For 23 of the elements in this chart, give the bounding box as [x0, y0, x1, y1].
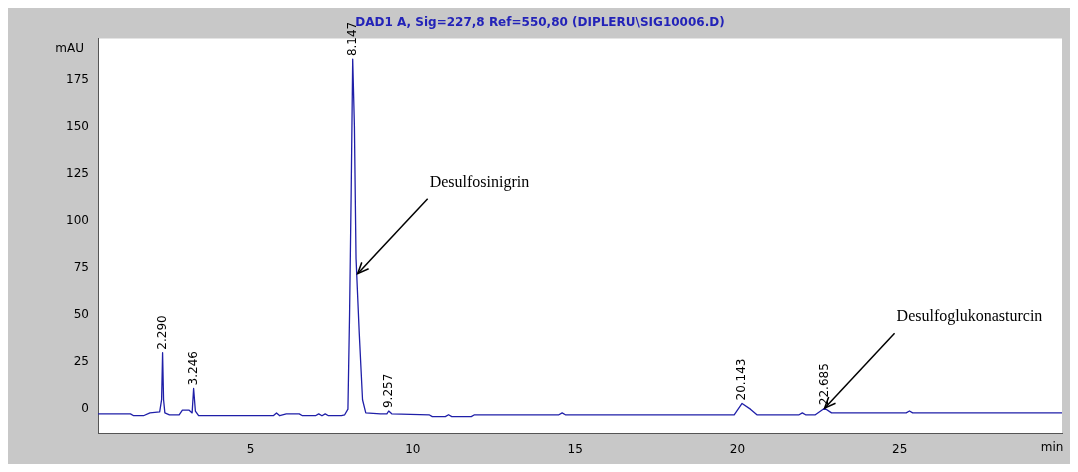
annotation: 20.143	[734, 358, 749, 401]
y-tick-label: 75	[73, 260, 89, 275]
y-tick-label: 0	[81, 401, 89, 416]
y-tick-label: 25	[73, 354, 89, 369]
y-tick-label: 125	[66, 166, 89, 181]
annotation: 22.685	[816, 363, 831, 406]
y-tick-label: 50	[73, 307, 89, 322]
chart-title: DAD1 A, Sig=227,8 Ref=550,80 (DIPLERU\SIG10006.D)	[355, 15, 725, 30]
y-axis-title: mAU	[55, 40, 84, 55]
x-tick-label: 15	[567, 441, 583, 456]
annotation: 9.257	[380, 373, 395, 409]
x-tick-label: 25	[892, 441, 908, 456]
x-axis-title: min	[1040, 439, 1064, 454]
x-tick-label: 5	[246, 441, 255, 456]
annotation: 2.290	[154, 315, 169, 350]
x-tick-label: 20	[729, 441, 746, 456]
y-tick-label: 100	[66, 213, 89, 228]
annotation: Desulfosinigrin	[429, 172, 530, 191]
x-tick-label: 10	[405, 441, 421, 456]
annotation: Desulfoglukonasturcin	[896, 307, 1043, 326]
annotation: 3.246	[185, 351, 200, 386]
y-tick-label: 175	[66, 71, 89, 86]
y-tick-label: 150	[66, 118, 89, 133]
